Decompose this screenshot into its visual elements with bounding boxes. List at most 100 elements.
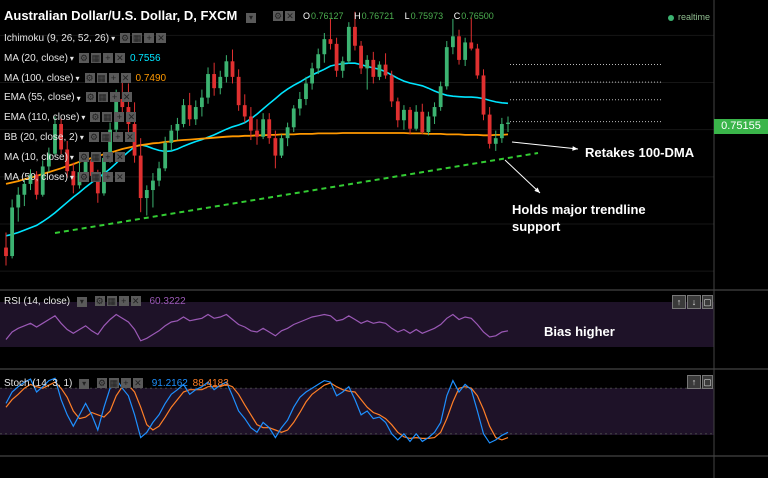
indicator-dropdown-icon[interactable]: ▾	[75, 73, 80, 83]
candle-body	[206, 74, 210, 98]
indicator-source-icon[interactable]: ▦	[96, 72, 107, 83]
arrow-retakes	[511, 141, 579, 150]
stoch-k-line	[5, 377, 509, 444]
stoch-dropdown-icon[interactable]: ▾	[79, 379, 90, 389]
ohlc-low-value: 0.75973	[410, 11, 444, 21]
rsi-header: RSI (14, close) ▾ ⚙ ▦ + ✕ 60.3222	[4, 296, 186, 307]
current-price-label: 0.75155	[714, 119, 768, 134]
indicator-close-icon[interactable]: ✕	[114, 171, 125, 182]
indicator-add-icon[interactable]: +	[102, 52, 113, 63]
rsi-move-down-icon[interactable]: ↓	[687, 295, 701, 309]
indicator-source-icon[interactable]: ▦	[97, 92, 108, 103]
indicator-source-icon[interactable]: ▦	[132, 33, 143, 43]
rsi-add-icon[interactable]: +	[118, 296, 129, 306]
stoch-add-icon[interactable]: +	[120, 378, 131, 388]
ohlc-low-label: L	[404, 11, 410, 21]
indicator-add-icon[interactable]: +	[114, 112, 125, 123]
symbol-dropdown-icon[interactable]: ▾	[245, 13, 256, 23]
candle-body	[402, 109, 406, 121]
indicator-label: MA (10, close)	[4, 151, 68, 163]
indicator-add-icon[interactable]: +	[102, 171, 113, 182]
indicator-controls: ⚙ ▦ + ✕	[88, 132, 137, 143]
rsi-settings-icon[interactable]: ⚙	[94, 296, 105, 306]
stoch-move-up-icon[interactable]: ↑	[687, 375, 701, 389]
indicator-add-icon[interactable]: +	[112, 132, 123, 142]
indicator-settings-icon[interactable]: ⚙	[120, 33, 131, 43]
indicator-source-icon[interactable]: ▦	[100, 132, 111, 142]
indicator-close-icon[interactable]: ✕	[126, 112, 137, 123]
stoch-d-value: 88.4183	[192, 378, 229, 389]
indicator-close-icon[interactable]: ✕	[124, 132, 135, 142]
annotation-arrows	[504, 141, 579, 194]
candle-body	[157, 168, 161, 181]
candle-body	[346, 26, 351, 62]
indicator-label: EMA (110, close)	[4, 112, 80, 124]
candle-body	[16, 194, 21, 208]
candle-body	[408, 109, 412, 129]
rsi-value: 60.3222	[149, 296, 186, 307]
indicator-settings-icon[interactable]: ⚙	[88, 132, 99, 142]
indicator-settings-icon[interactable]: ⚙	[78, 171, 89, 182]
candle-body	[230, 61, 235, 77]
indicator-close-icon[interactable]: ✕	[156, 33, 167, 43]
indicator-row[interactable]: MA (100, close) ▾ ⚙ ▦ + ✕ 0.7490	[4, 72, 166, 84]
indicator-close-icon[interactable]: ✕	[114, 52, 125, 63]
ohlc-high-value: 0.76721	[361, 11, 395, 21]
indicator-row[interactable]: EMA (110, close) ▾ ⚙ ▦ + ✕	[4, 112, 138, 123]
indicator-dropdown-icon[interactable]: ▾	[79, 133, 84, 143]
rsi-close-icon[interactable]: ✕	[130, 296, 141, 306]
indicator-row[interactable]: MA (20, close) ▾ ⚙ ▦ + ✕ 0.7556	[4, 52, 161, 64]
rsi-move-up-icon[interactable]: ↑	[672, 295, 686, 309]
close-icon[interactable]: ✕	[285, 11, 295, 21]
indicator-close-icon[interactable]: ✕	[114, 151, 125, 162]
candle-body	[438, 86, 443, 108]
candle-body	[163, 142, 168, 169]
indicator-dropdown-icon[interactable]: ▾	[76, 93, 81, 103]
indicator-add-icon[interactable]: +	[109, 92, 120, 103]
candle-body	[383, 64, 388, 76]
candle-body	[28, 174, 33, 184]
stoch-close-icon[interactable]: ✕	[132, 378, 143, 388]
indicator-source-icon[interactable]: ▦	[90, 171, 101, 182]
indicator-source-icon[interactable]: ▦	[102, 112, 113, 123]
indicator-settings-icon[interactable]: ⚙	[78, 52, 89, 63]
candle-body	[273, 138, 278, 156]
indicator-source-icon[interactable]: ▦	[90, 151, 101, 162]
settings-icon[interactable]: ⚙	[273, 11, 283, 21]
indicator-dropdown-icon[interactable]: ▾	[81, 113, 86, 123]
indicator-row[interactable]: MA (10, close) ▾ ⚙ ▦ + ✕	[4, 151, 127, 163]
candle-body	[4, 247, 8, 257]
stoch-settings-icon[interactable]: ⚙	[96, 378, 107, 388]
indicator-settings-icon[interactable]: ⚙	[85, 92, 96, 103]
indicator-controls: ⚙ ▦ + ✕	[78, 151, 127, 163]
candle-body	[334, 43, 339, 71]
rsi-dropdown-icon[interactable]: ▾	[76, 297, 87, 307]
indicator-add-icon[interactable]: +	[108, 72, 119, 83]
candle-body	[200, 97, 204, 108]
indicator-close-icon[interactable]: ✕	[121, 92, 132, 103]
candle-body	[224, 61, 229, 77]
rsi-source-icon[interactable]: ▦	[106, 296, 117, 306]
rsi-maximize-icon[interactable]: ▢	[702, 295, 713, 309]
stoch-maximize-icon[interactable]: ▢	[702, 375, 713, 389]
indicator-row[interactable]: MA (50, close) ▾ ⚙ ▦ + ✕	[4, 171, 127, 183]
arrow-retakes-head	[572, 146, 578, 151]
candle-body	[506, 122, 510, 125]
indicator-add-icon[interactable]: +	[144, 33, 155, 43]
indicator-dropdown-icon[interactable]: ▾	[111, 34, 116, 44]
indicator-settings-icon[interactable]: ⚙	[78, 151, 89, 162]
indicator-settings-icon[interactable]: ⚙	[84, 72, 95, 83]
indicator-dropdown-icon[interactable]: ▾	[69, 172, 74, 182]
stoch-source-icon[interactable]: ▦	[108, 378, 119, 388]
indicator-row[interactable]: Ichimoku (9, 26, 52, 26) ▾ ⚙ ▦ + ✕	[4, 33, 168, 44]
indicator-label: MA (50, close)	[4, 171, 68, 183]
indicator-controls: ⚙ ▦ + ✕	[84, 72, 133, 84]
indicator-dropdown-icon[interactable]: ▾	[69, 53, 74, 63]
indicator-dropdown-icon[interactable]: ▾	[69, 152, 74, 162]
indicator-row[interactable]: BB (20, close, 2) ▾ ⚙ ▦ + ✕	[4, 132, 137, 143]
indicator-settings-icon[interactable]: ⚙	[90, 112, 101, 123]
indicator-add-icon[interactable]: +	[102, 151, 113, 162]
indicator-source-icon[interactable]: ▦	[90, 52, 101, 63]
indicator-row[interactable]: EMA (55, close) ▾ ⚙ ▦ + ✕	[4, 92, 134, 104]
indicator-close-icon[interactable]: ✕	[120, 72, 131, 83]
